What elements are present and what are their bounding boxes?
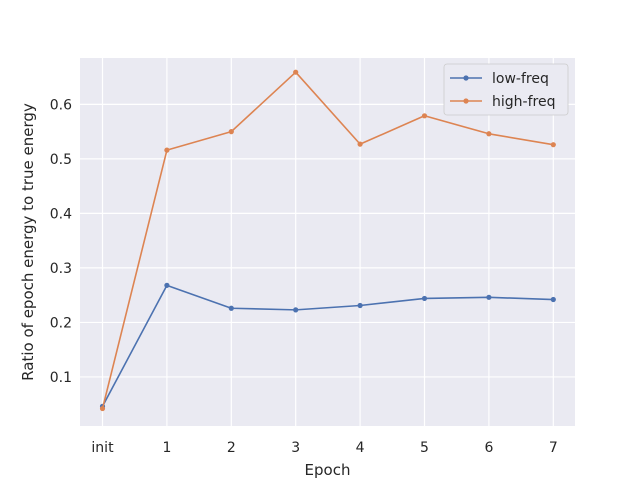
data-point-low-freq	[164, 282, 170, 288]
data-point-high-freq	[99, 405, 106, 412]
data-point-low-freq	[486, 294, 492, 300]
y-tick-label: 0.1	[50, 370, 72, 386]
legend-marker-low-freq	[463, 75, 469, 81]
series-line-low-freq	[101, 284, 554, 407]
data-point-high-freq	[228, 129, 234, 135]
data-point-high-freq	[357, 141, 363, 147]
x-tick-label: 6	[484, 440, 493, 456]
data-point-low-freq	[228, 305, 234, 311]
y-tick-label: 0.3	[50, 261, 72, 277]
data-point-low-freq	[550, 296, 556, 303]
data-point-low-freq	[421, 295, 428, 302]
plot-area	[80, 58, 575, 426]
x-tick-label: init	[91, 440, 114, 456]
y-axis-title: Ratio of epoch energy to true energy	[19, 103, 37, 381]
y-tick-label: 0.6	[50, 97, 72, 113]
x-tick-label: 5	[420, 440, 429, 456]
x-tick-label: 3	[291, 440, 300, 456]
x-tick-label: 4	[356, 440, 365, 456]
y-tick-label: 0.4	[50, 206, 72, 222]
x-tick-labels: init 1 2 3 4 5 6 7	[91, 440, 557, 456]
y-tick-label: 0.5	[50, 152, 72, 168]
data-point-high-freq	[486, 131, 492, 137]
data-point-high-freq	[293, 69, 299, 75]
series-layer	[99, 69, 556, 412]
x-tick-label: 1	[162, 440, 171, 456]
x-tick-label: 2	[227, 440, 236, 456]
y-tick-label: 0.2	[50, 315, 72, 331]
x-axis-title: Epoch	[305, 461, 351, 479]
data-point-high-freq	[164, 147, 170, 153]
data-point-high-freq	[550, 142, 556, 148]
legend-marker-high-freq	[463, 98, 469, 104]
data-point-high-freq	[421, 113, 428, 119]
legend-box	[443, 63, 569, 116]
data-point-low-freq	[357, 302, 363, 309]
series-line-high-freq	[101, 71, 554, 409]
legend-label-low-freq: low-freq	[492, 71, 549, 87]
data-point-low-freq	[293, 307, 299, 313]
y-tick-labels: 0.1 0.2 0.3 0.4 0.5 0.6	[50, 97, 72, 386]
grid-lines	[80, 58, 575, 426]
legend: low-freq high-freq	[443, 63, 569, 116]
x-tick-label: 7	[549, 440, 558, 456]
legend-label-high-freq: high-freq	[492, 94, 555, 110]
